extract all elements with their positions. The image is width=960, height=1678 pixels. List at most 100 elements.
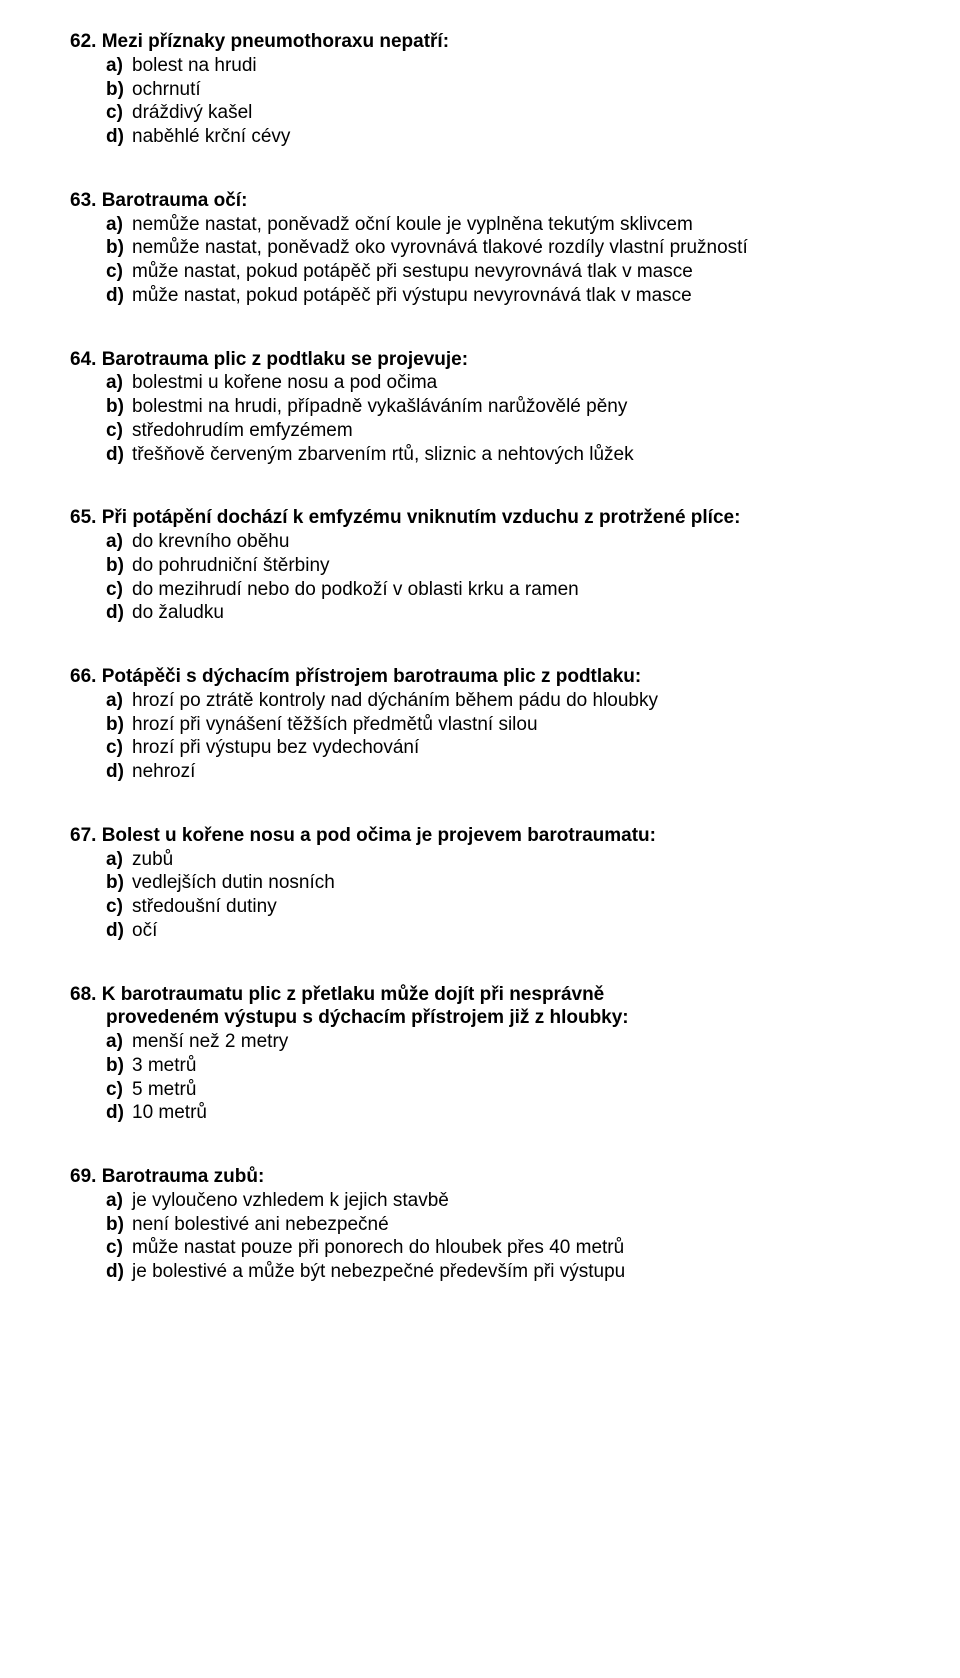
option-text: do krevního oběhu [132, 530, 890, 554]
option: c)do mezihrudí nebo do podkoží v oblasti… [106, 578, 890, 602]
option-text: bolestmi u kořene nosu a pod očima [132, 371, 890, 395]
option-text: 3 metrů [132, 1054, 890, 1078]
option: b)hrozí při vynášení těžších předmětů vl… [106, 713, 890, 737]
option-letter: a) [106, 530, 132, 554]
option-text: je bolestivé a může být nebezpečné přede… [132, 1260, 890, 1284]
option-letter: d) [106, 443, 132, 467]
question-title-text: Bolest u kořene nosu a pod očima je proj… [102, 825, 656, 846]
question: 64. Barotrauma plic z podtlaku se projev… [70, 348, 890, 467]
option-letter: b) [106, 78, 132, 102]
option-letter: b) [106, 871, 132, 895]
option-letter: d) [106, 125, 132, 149]
option-text: bolest na hrudi [132, 54, 890, 78]
option: c)může nastat, pokud potápěč při sestupu… [106, 260, 890, 284]
question-title: 64. Barotrauma plic z podtlaku se projev… [70, 348, 890, 372]
option: d)může nastat, pokud potápěč při výstupu… [106, 284, 890, 308]
option: c)středohrudím emfyzémem [106, 419, 890, 443]
question: 66. Potápěči s dýchacím přístrojem barot… [70, 665, 890, 784]
option: c)středoušní dutiny [106, 895, 890, 919]
option-text: 10 metrů [132, 1101, 890, 1125]
option: a)hrozí po ztrátě kontroly nad dýcháním … [106, 689, 890, 713]
option: b)do pohrudniční štěrbiny [106, 554, 890, 578]
option: a)je vyloučeno vzhledem k jejich stavbě [106, 1189, 890, 1213]
option-letter: d) [106, 1260, 132, 1284]
option-letter: d) [106, 760, 132, 784]
options-list: a)nemůže nastat, poněvadž oční koule je … [70, 213, 890, 308]
question: 69. Barotrauma zubů:a)je vyloučeno vzhle… [70, 1165, 890, 1284]
question-number: 64. [70, 349, 96, 370]
option: b)nemůže nastat, poněvadž oko vyrovnává … [106, 236, 890, 260]
option: a)bolestmi u kořene nosu a pod očima [106, 371, 890, 395]
option: a)nemůže nastat, poněvadž oční koule je … [106, 213, 890, 237]
option-text: středohrudím emfyzémem [132, 419, 890, 443]
option: c)hrozí při výstupu bez vydechování [106, 736, 890, 760]
option: b)není bolestivé ani nebezpečné [106, 1213, 890, 1237]
option-text: hrozí při vynášení těžších předmětů vlas… [132, 713, 890, 737]
option-text: bolestmi na hrudi, případně vykašláváním… [132, 395, 890, 419]
question-title-text: Barotrauma očí: [102, 190, 248, 211]
option: c)dráždivý kašel [106, 101, 890, 125]
question-number: 69. [70, 1166, 96, 1187]
option-letter: c) [106, 895, 132, 919]
option-letter: a) [106, 848, 132, 872]
option-letter: c) [106, 1236, 132, 1260]
question-title-text: Mezi příznaky pneumothoraxu nepatří: [102, 31, 449, 52]
option-letter: d) [106, 1101, 132, 1125]
option: b)vedlejších dutin nosních [106, 871, 890, 895]
option: b)ochrnutí [106, 78, 890, 102]
option-letter: c) [106, 101, 132, 125]
option: d)je bolestivé a může být nebezpečné pře… [106, 1260, 890, 1284]
question-number: 63. [70, 190, 96, 211]
question-title: 63. Barotrauma očí: [70, 189, 890, 213]
option-text: očí [132, 919, 890, 943]
option: a)do krevního oběhu [106, 530, 890, 554]
option-text: zubů [132, 848, 890, 872]
option-text: hrozí po ztrátě kontroly nad dýcháním bě… [132, 689, 890, 713]
question-number: 66. [70, 666, 96, 687]
option-text: dráždivý kašel [132, 101, 890, 125]
option-text: třešňově červeným zbarvením rtů, sliznic… [132, 443, 890, 467]
option-letter: b) [106, 1213, 132, 1237]
option-text: do žaludku [132, 601, 890, 625]
option-letter: d) [106, 284, 132, 308]
option-text: může nastat, pokud potápěč při výstupu n… [132, 284, 890, 308]
option-text: nemůže nastat, poněvadž oční koule je vy… [132, 213, 890, 237]
option-text: 5 metrů [132, 1078, 890, 1102]
option: c)může nastat pouze při ponorech do hlou… [106, 1236, 890, 1260]
option-letter: c) [106, 578, 132, 602]
option-text: je vyloučeno vzhledem k jejich stavbě [132, 1189, 890, 1213]
question-number: 67. [70, 825, 96, 846]
option-text: menší než 2 metry [132, 1030, 890, 1054]
option-text: do mezihrudí nebo do podkoží v oblasti k… [132, 578, 890, 602]
option-letter: b) [106, 236, 132, 260]
options-list: a)je vyloučeno vzhledem k jejich stavběb… [70, 1189, 890, 1284]
option: d)nehrozí [106, 760, 890, 784]
option-letter: c) [106, 736, 132, 760]
question-title-text: K barotraumatu plic z přetlaku může dojí… [102, 984, 605, 1005]
option: d)naběhlé krční cévy [106, 125, 890, 149]
question-title: 69. Barotrauma zubů: [70, 1165, 890, 1189]
question-title: 65. Při potápění dochází k emfyzému vnik… [70, 506, 890, 530]
question-title: 67. Bolest u kořene nosu a pod očima je … [70, 824, 890, 848]
question-number: 62. [70, 31, 96, 52]
option-letter: d) [106, 601, 132, 625]
question-title-text: Při potápění dochází k emfyzému vniknutí… [102, 507, 741, 528]
option: c)5 metrů [106, 1078, 890, 1102]
option-text: nehrozí [132, 760, 890, 784]
options-list: a)bolest na hrudib)ochrnutíc)dráždivý ka… [70, 54, 890, 149]
question-title-text: Barotrauma plic z podtlaku se projevuje: [102, 349, 468, 370]
option: b)bolestmi na hrudi, případně vykašláván… [106, 395, 890, 419]
option-letter: c) [106, 419, 132, 443]
option-text: středoušní dutiny [132, 895, 890, 919]
question-title-text: Potápěči s dýchacím přístrojem barotraum… [102, 666, 642, 687]
question-list: 62. Mezi příznaky pneumothoraxu nepatří:… [70, 30, 890, 1284]
option-text: nemůže nastat, poněvadž oko vyrovnává tl… [132, 236, 890, 260]
question-title-continuation: provedeném výstupu s dýchacím přístrojem… [70, 1006, 890, 1030]
option-text: ochrnutí [132, 78, 890, 102]
question: 67. Bolest u kořene nosu a pod očima je … [70, 824, 890, 943]
option: d)očí [106, 919, 890, 943]
option-letter: a) [106, 1030, 132, 1054]
question-title-text: Barotrauma zubů: [102, 1166, 265, 1187]
option-letter: b) [106, 713, 132, 737]
option-text: není bolestivé ani nebezpečné [132, 1213, 890, 1237]
